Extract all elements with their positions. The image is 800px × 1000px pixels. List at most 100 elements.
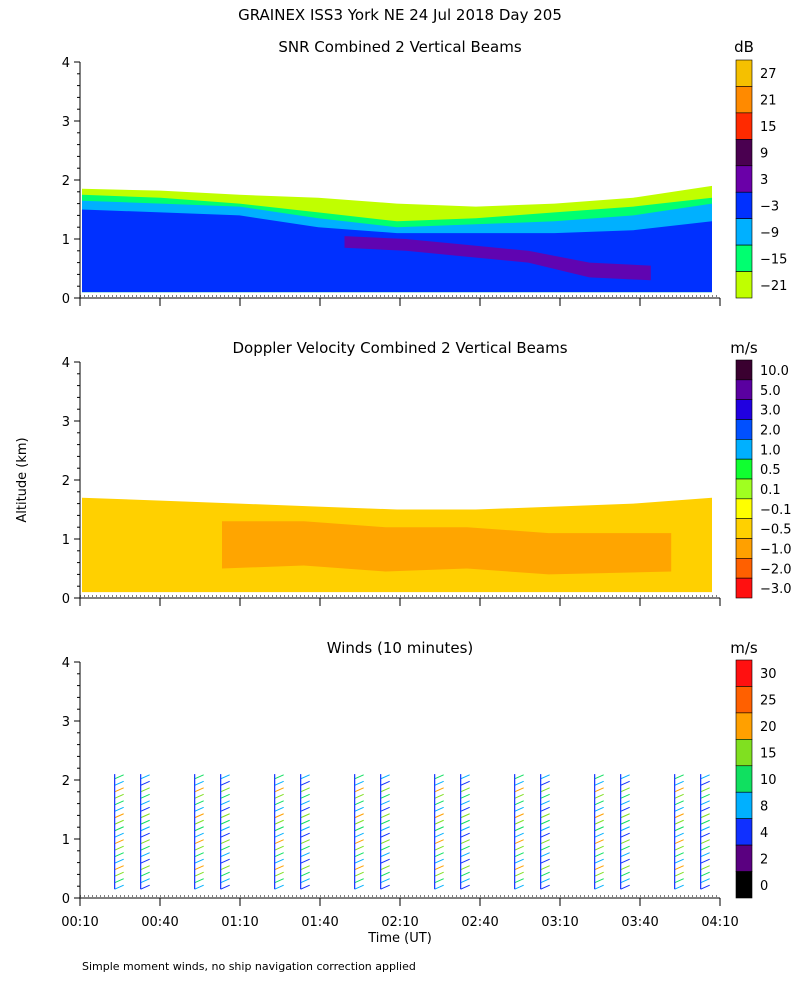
colorbar-label: 20	[760, 720, 777, 735]
y-tick-label: 4	[62, 656, 70, 671]
wind-barb	[460, 793, 470, 799]
colorbar-swatch	[735, 577, 753, 599]
wind-barb	[674, 806, 684, 812]
wind-barb	[114, 845, 124, 851]
wind-barb	[514, 884, 524, 890]
wind-barb	[220, 858, 230, 864]
doppler-unit: m/s	[730, 339, 758, 357]
wind-barb	[220, 787, 230, 793]
wind-barb	[674, 774, 684, 780]
band-orange-band	[222, 521, 672, 575]
wind-barb	[674, 819, 684, 825]
wind-barb	[354, 826, 364, 832]
wind-barb	[460, 819, 470, 825]
wind-barb	[274, 813, 284, 819]
wind-barb	[540, 813, 550, 819]
wind-barb	[354, 780, 364, 786]
wind-barb	[460, 774, 470, 780]
y-tick-label: 2	[62, 174, 70, 189]
wind-barb	[540, 793, 550, 799]
wind-barb	[594, 813, 604, 819]
wind-barb	[194, 774, 204, 780]
wind-barb	[540, 839, 550, 845]
wind-barb	[300, 878, 310, 884]
snr-unit: dB	[734, 38, 754, 56]
colorbar-swatch	[735, 271, 753, 299]
wind-barb	[354, 871, 364, 877]
wind-barb	[274, 852, 284, 858]
wind-barb	[434, 800, 444, 806]
colorbar-label: 9	[760, 147, 768, 162]
wind-barb	[274, 858, 284, 864]
wind-barb	[540, 865, 550, 871]
wind-barb	[354, 800, 364, 806]
wind-barb	[140, 852, 150, 858]
wind-barb	[380, 832, 390, 838]
colorbar-swatch	[735, 844, 753, 872]
wind-barb	[380, 787, 390, 793]
wind-barb	[514, 800, 524, 806]
wind-barb	[300, 787, 310, 793]
wind-barb	[514, 858, 524, 864]
colorbar-label: 0.1	[760, 483, 781, 498]
wind-barb	[700, 780, 710, 786]
x-tick-label: 02:10	[381, 915, 418, 930]
wind-barb	[380, 858, 390, 864]
wind-barb	[354, 858, 364, 864]
wind-barb	[274, 865, 284, 871]
wind-barb	[514, 878, 524, 884]
wind-barb	[594, 774, 604, 780]
wind-barb	[700, 845, 710, 851]
wind-barb	[540, 871, 550, 877]
wind-barb	[300, 793, 310, 799]
wind-barb	[140, 865, 150, 871]
colorbar-label: −21	[760, 279, 787, 294]
wind-barb	[300, 871, 310, 877]
colorbar-swatch	[735, 191, 753, 219]
colorbar-label: 10.0	[760, 364, 789, 379]
wind-barb	[300, 865, 310, 871]
snr-panel: SNR Combined 2 Vertical Beams dB 0 1 2 3 4 27…	[62, 38, 788, 307]
wind-barb	[460, 871, 470, 877]
wind-barb	[460, 884, 470, 890]
wind-barb	[620, 819, 630, 825]
colorbar-label: −3.0	[760, 582, 792, 597]
wind-barb	[140, 774, 150, 780]
wind-barb	[220, 865, 230, 871]
wind-barb	[434, 780, 444, 786]
wind-barb	[274, 832, 284, 838]
wind-barb	[300, 832, 310, 838]
wind-barb	[220, 871, 230, 877]
wind-barb	[674, 832, 684, 838]
wind-barb	[274, 839, 284, 845]
wind-barb	[220, 793, 230, 799]
wind-barb	[114, 800, 124, 806]
wind-barb	[594, 884, 604, 890]
wind-barb	[540, 819, 550, 825]
colorbar-label: 2	[760, 852, 768, 867]
wind-barb	[620, 852, 630, 858]
wind-barb	[354, 865, 364, 871]
wind-barb	[380, 793, 390, 799]
wind-barb	[674, 871, 684, 877]
wind-barb	[354, 793, 364, 799]
wind-barb	[594, 806, 604, 812]
wind-barb	[220, 800, 230, 806]
wind-barb	[140, 800, 150, 806]
wind-barb	[194, 884, 204, 890]
wind-barb	[380, 884, 390, 890]
wind-barb	[380, 839, 390, 845]
colorbar-label: 0	[760, 879, 768, 894]
wind-barb	[540, 852, 550, 858]
wind-barb	[620, 813, 630, 819]
wind-barb	[620, 871, 630, 877]
wind-barb	[380, 826, 390, 832]
colorbar-swatch	[735, 712, 753, 740]
wind-barb	[674, 865, 684, 871]
y-tick-label: 1	[62, 533, 70, 548]
colorbar-swatch	[735, 739, 753, 767]
wind-barb	[220, 884, 230, 890]
wind-barb	[594, 845, 604, 851]
wind-barb	[354, 884, 364, 890]
wind-barb	[540, 800, 550, 806]
